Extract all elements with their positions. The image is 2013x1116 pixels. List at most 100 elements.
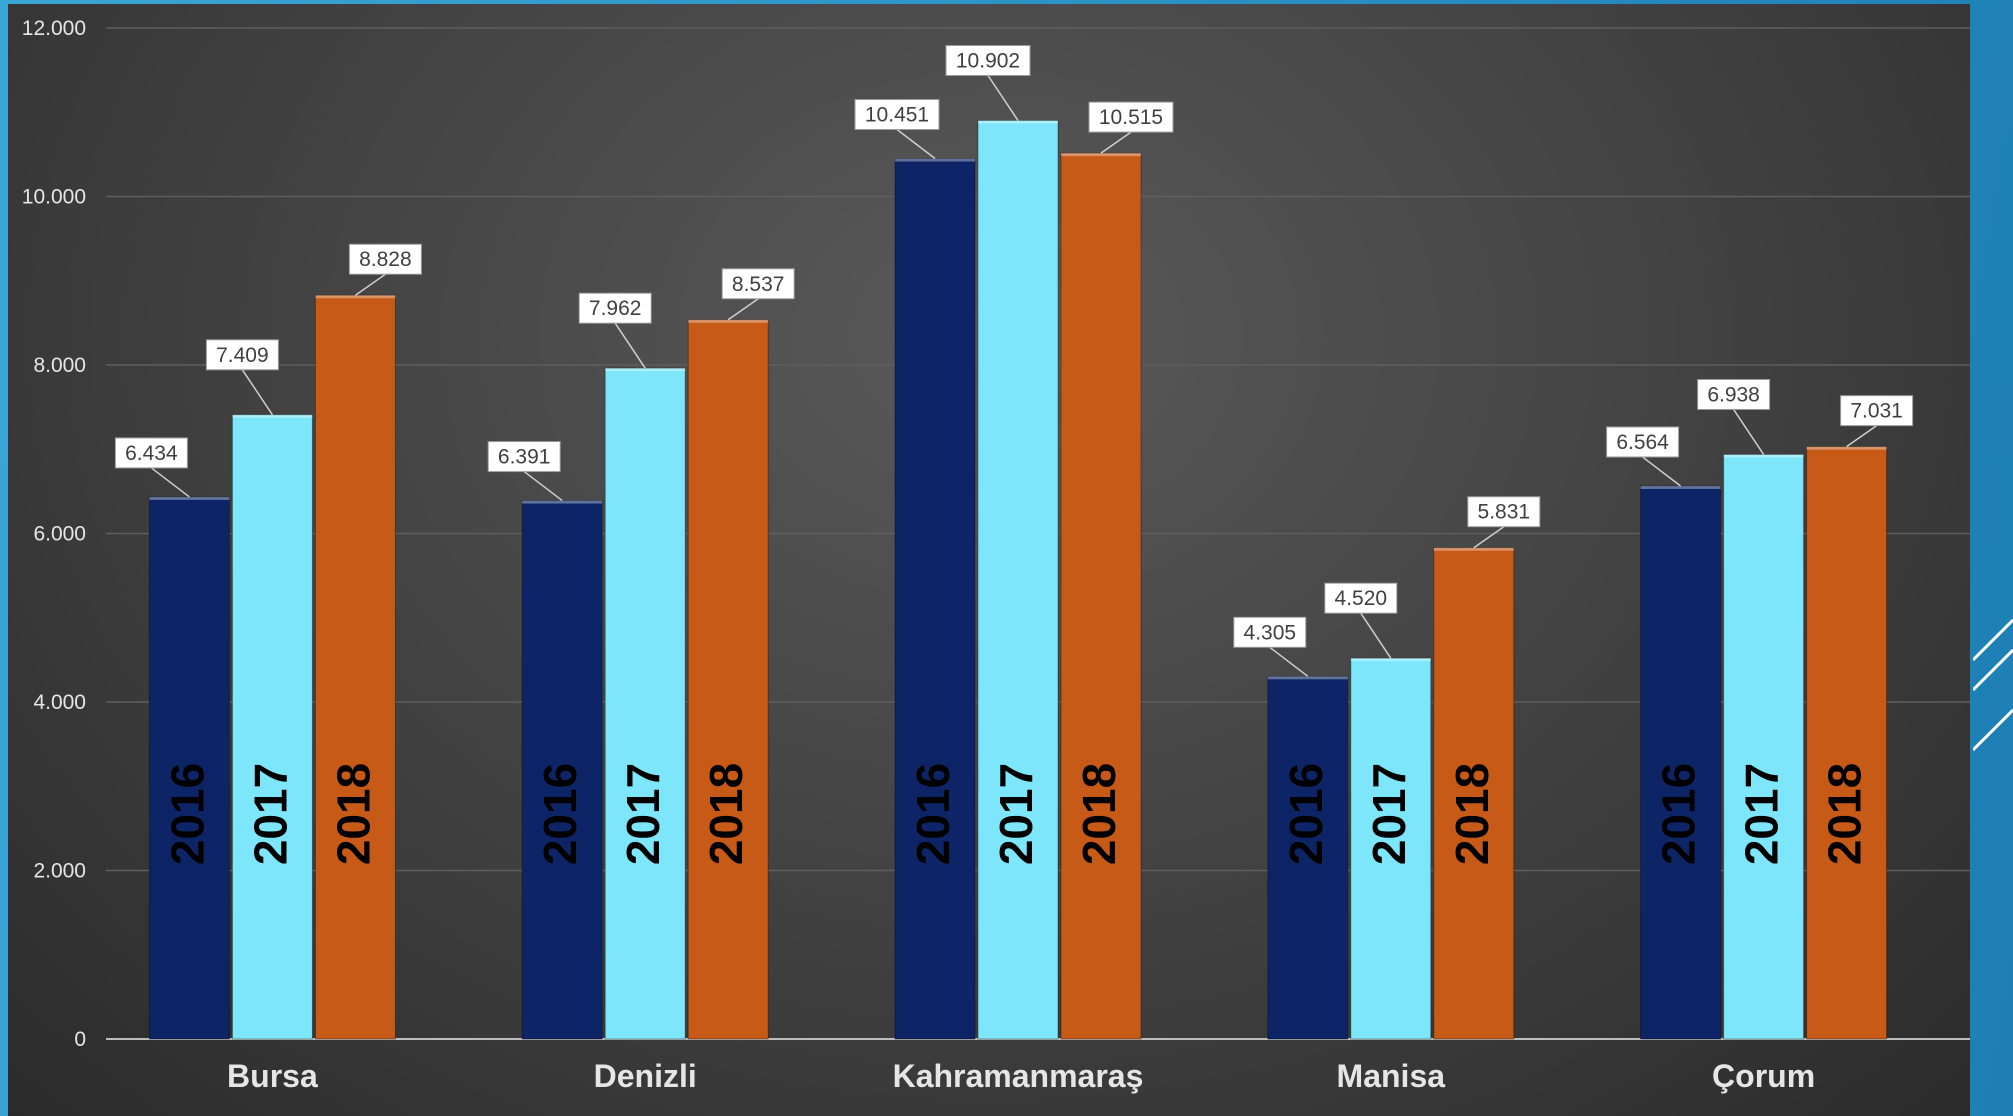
bar [604, 367, 686, 1040]
data-label-box [1233, 616, 1307, 648]
bar-highlight [1061, 153, 1141, 157]
data-label: 4.520 [1335, 587, 1388, 610]
data-label-leader [896, 128, 936, 160]
data-label-box [487, 441, 561, 473]
bar-highlight [315, 295, 396, 299]
bar-series-label: 2016 [1653, 763, 1705, 865]
bar-series-label: 2018 [327, 763, 379, 865]
bar [1060, 152, 1142, 1040]
bar-series-label: 2017 [990, 763, 1042, 865]
data-label-box [854, 99, 940, 131]
data-label-leader [987, 75, 1019, 121]
bar-series-label: 2017 [244, 763, 296, 865]
bar-series-label: 2016 [907, 763, 959, 865]
x-category-label: Bursa [227, 1058, 318, 1094]
data-label-leader [1100, 131, 1132, 154]
bar-highlight [1433, 547, 1514, 551]
bar-highlight [1350, 658, 1431, 662]
bar [1267, 675, 1349, 1040]
data-label-box [348, 243, 422, 275]
data-label: 6.564 [1616, 431, 1669, 454]
data-label: 7.962 [589, 297, 642, 320]
data-label-box [114, 437, 188, 469]
bar [1640, 485, 1722, 1040]
data-label-box [205, 339, 279, 371]
data-label: 10.902 [956, 50, 1020, 73]
data-label: 6.434 [125, 442, 178, 465]
bar-highlight [1723, 454, 1804, 458]
bar-highlight [605, 368, 686, 372]
data-label-leader [523, 470, 563, 502]
bar-highlight [1640, 485, 1721, 489]
data-label-leader [1360, 612, 1392, 659]
bar [314, 294, 396, 1040]
bar-highlight [232, 414, 313, 418]
data-label: 8.537 [732, 273, 785, 296]
bar [1723, 453, 1805, 1040]
data-label-leader [150, 467, 190, 498]
y-tick-label: 0 [74, 1028, 86, 1051]
data-label-box [1324, 582, 1398, 614]
bar-series-label: 2018 [1819, 763, 1871, 865]
slide-decoration [1973, 618, 2013, 752]
y-tick-label: 8.000 [33, 354, 86, 377]
x-category-label: Çorum [1712, 1058, 1815, 1094]
bar-highlight [895, 158, 975, 162]
data-label-box [1840, 395, 1914, 427]
bar-highlight [1806, 446, 1887, 450]
data-label: 8.828 [359, 248, 412, 271]
bar-series-label: 2017 [1736, 763, 1788, 865]
bar-highlight [978, 120, 1058, 124]
bar-highlight [688, 319, 769, 323]
data-label-leader [727, 298, 759, 321]
data-label-box [1467, 496, 1541, 528]
y-tick-label: 4.000 [33, 691, 86, 714]
bar-series-label: 2017 [617, 763, 669, 865]
bar-series-label: 2016 [1280, 763, 1332, 865]
bar-series-label: 2018 [700, 763, 752, 865]
data-label-leader [241, 369, 274, 416]
bar-highlight [522, 500, 603, 504]
data-label-box [1606, 426, 1680, 458]
y-tick-label: 10.000 [22, 186, 86, 209]
x-category-label: Denizli [594, 1058, 697, 1094]
y-tick-label: 2.000 [33, 860, 86, 883]
bar-series-label: 2016 [161, 763, 213, 865]
data-label-leader [1642, 456, 1682, 487]
bar-chart: 0 2.000 4.000 6.000 8.000 10.000 12.000 2016 6.4… [22, 17, 1970, 1094]
data-label: 6.391 [498, 446, 551, 469]
bar [977, 120, 1059, 1040]
data-label: 7.031 [1850, 400, 1903, 423]
data-label-box [721, 268, 795, 300]
bar [1806, 446, 1888, 1040]
bar-highlight [1267, 676, 1348, 680]
data-label-leader [1846, 425, 1878, 448]
data-label-leader [1269, 646, 1309, 677]
data-label: 10.515 [1099, 106, 1163, 129]
bar [231, 414, 313, 1040]
x-category-label: Kahramanmaraş [893, 1058, 1144, 1094]
bar-series-label: 2016 [534, 763, 586, 865]
data-label-leader [354, 273, 386, 296]
data-label-box [945, 45, 1031, 77]
y-tick-label: 6.000 [33, 523, 86, 546]
data-label-leader [614, 322, 646, 369]
bar-highlight [149, 496, 230, 500]
data-label: 5.831 [1478, 501, 1531, 524]
data-label-box [1697, 378, 1771, 410]
bar-series-label: 2017 [1363, 763, 1415, 865]
data-label: 10.451 [865, 104, 929, 127]
chart-area: 0 2.000 4.000 6.000 8.000 10.000 12.000 2016 6.4… [8, 4, 1970, 1116]
bar [521, 500, 603, 1040]
data-label: 6.938 [1707, 383, 1760, 406]
bar [1433, 547, 1515, 1040]
data-label: 7.409 [216, 344, 269, 367]
data-label-leader [1732, 409, 1765, 455]
data-label: 4.305 [1244, 621, 1297, 644]
y-tick-label: 12.000 [22, 17, 86, 40]
bar-series-label: 2018 [1446, 763, 1498, 865]
data-label-leader [1473, 526, 1505, 549]
data-label-box [1088, 101, 1174, 133]
data-label-box [578, 292, 652, 324]
bar [687, 319, 769, 1040]
